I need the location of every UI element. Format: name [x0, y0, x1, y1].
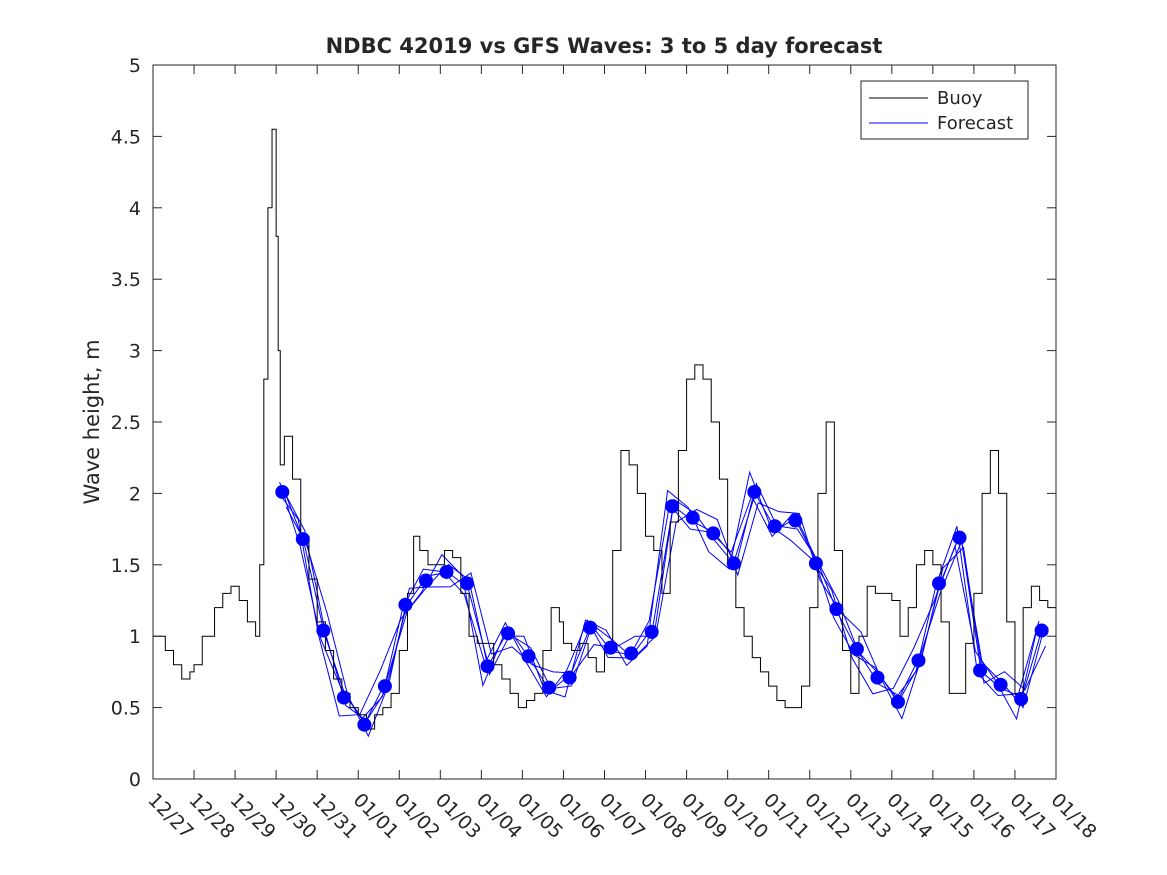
forecast-point	[357, 717, 372, 732]
forecast-point	[501, 626, 516, 641]
forecast-point	[808, 556, 823, 571]
forecast-point	[624, 646, 639, 661]
forecast-point	[1014, 692, 1029, 707]
y-axis-label: Wave height, m	[80, 339, 104, 504]
forecast-point	[849, 642, 864, 657]
forecast-point	[973, 663, 988, 678]
y-tick-label: 5	[129, 55, 141, 77]
forecast-point	[767, 519, 782, 534]
forecast-point	[418, 573, 433, 588]
forecast-point	[932, 576, 947, 591]
y-tick-label: 3	[129, 341, 141, 363]
forecast-point	[1034, 623, 1049, 638]
forecast-point	[521, 649, 536, 664]
legend-buoy-label: Buoy	[937, 88, 983, 109]
forecast-point	[459, 576, 474, 591]
forecast-point	[788, 513, 803, 528]
forecast-point	[439, 564, 454, 579]
y-tick-label: 0.5	[111, 698, 141, 720]
forecast-point	[398, 597, 413, 612]
forecast-point	[706, 526, 721, 541]
y-tick-label: 1.5	[111, 555, 141, 577]
chart-title: NDBC 42019 vs GFS Waves: 3 to 5 day fore…	[326, 34, 883, 58]
forecast-point	[377, 679, 392, 694]
y-tick-label: 2	[129, 483, 141, 505]
forecast-point	[993, 677, 1008, 692]
y-tick-label: 0	[129, 769, 141, 791]
forecast-point	[583, 620, 598, 635]
forecast-point	[562, 670, 577, 685]
forecast-point	[665, 499, 680, 514]
forecast-point	[890, 694, 905, 709]
forecast-point	[952, 530, 967, 545]
y-tick-label: 4	[129, 198, 141, 220]
forecast-point	[747, 484, 762, 499]
y-tick-label: 1	[129, 626, 141, 648]
buoy-series-line	[153, 128, 1057, 730]
forecast-point	[685, 510, 700, 525]
forecast-point	[275, 484, 290, 499]
forecast-point	[829, 602, 844, 617]
legend: Buoy Forecast	[860, 80, 1029, 140]
forecast-point	[726, 556, 741, 571]
forecast-point	[542, 680, 557, 695]
y-tick-label: 2.5	[111, 412, 141, 434]
legend-box	[860, 80, 1029, 140]
forecast-point	[336, 690, 351, 705]
legend-forecast-label: Forecast	[937, 113, 1013, 134]
forecast-point	[316, 623, 331, 638]
forecast-point	[480, 659, 495, 674]
forecast-point	[911, 653, 926, 668]
y-tick-label: 4.5	[111, 126, 141, 148]
forecast-point	[644, 624, 659, 639]
forecast-point	[295, 532, 310, 547]
y-tick-label: 3.5	[111, 269, 141, 291]
forecast-point	[870, 670, 885, 685]
forecast-point	[603, 640, 618, 655]
